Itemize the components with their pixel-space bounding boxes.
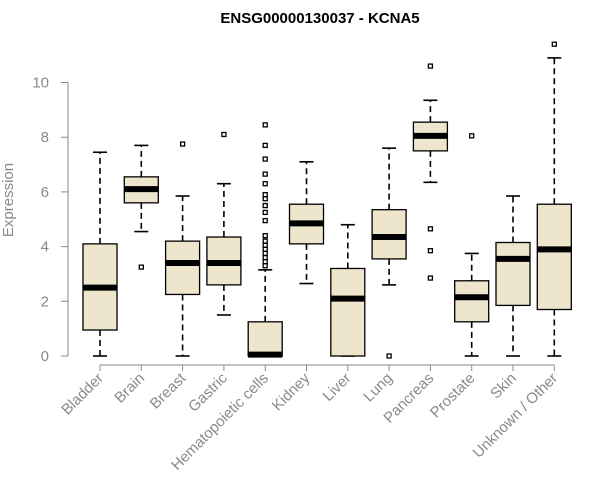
x-tick-label: Brain [111,370,148,407]
outlier-point [262,191,268,198]
y-tick-label: 4 [41,239,49,256]
outlier-point [262,202,268,209]
y-tick-label: 8 [41,129,49,146]
box-group [123,144,159,270]
y-tick-label: 6 [41,184,49,201]
outlier-point [427,275,434,281]
y-axis-label: Expression [0,163,17,237]
x-tick-label: Lung [360,370,396,406]
box-iqr [330,267,366,357]
box-group [82,151,118,357]
plot-area [82,41,572,359]
x-tick-label: Skin [487,370,520,403]
outlier-point [262,156,268,162]
outlier-point [469,133,475,139]
x-tick-label: Prostate [427,370,479,422]
y-axis: 0 2 4 6 8 10 [32,75,69,365]
y-tick-label: 0 [41,348,49,365]
box-group [206,131,242,316]
box-iqr [495,241,531,307]
outlier-point [262,171,268,177]
box-iqr [454,280,490,323]
outlier-point [427,226,434,232]
outlier-point [262,181,268,187]
x-tick-label: Kidney [269,369,314,414]
outlier-point [262,196,268,202]
outlier-point [262,142,268,149]
outlier-point [551,41,557,47]
outlier-point [262,250,268,257]
chart-title: ENSG00000130037 - KCNA5 [220,10,419,27]
box-iqr [164,240,201,296]
box-group [454,133,490,357]
outlier-point [427,63,434,69]
x-tick-label: Bladder [58,370,107,419]
y-tick-label: 2 [41,293,49,310]
box-group [371,147,407,359]
outlier-point [138,264,144,270]
y-tick-label: 10 [32,75,49,92]
outlier-point [262,122,268,128]
outlier-point [262,233,268,239]
box-group [330,223,366,357]
box-iqr [536,203,572,311]
outlier-point [427,248,434,254]
outlier-point [262,242,268,248]
outlier-point [262,246,268,252]
outlier-point [262,238,268,244]
outlier-point [386,353,392,359]
box-group [164,141,201,357]
outlier-point [262,209,268,216]
outlier-point [262,258,268,265]
box-group [536,41,572,357]
x-tick-label: Breast [147,369,190,412]
box-group [288,161,325,285]
outlier-point [179,141,186,147]
box-group [247,122,283,358]
x-tick-label: Liver [320,370,355,405]
outlier-point [221,131,227,138]
outlier-point [262,254,268,261]
box-group [412,63,449,281]
box-iqr [247,321,283,357]
outlier-point [262,217,268,224]
box-group [495,195,531,357]
outlier-point [262,263,268,269]
